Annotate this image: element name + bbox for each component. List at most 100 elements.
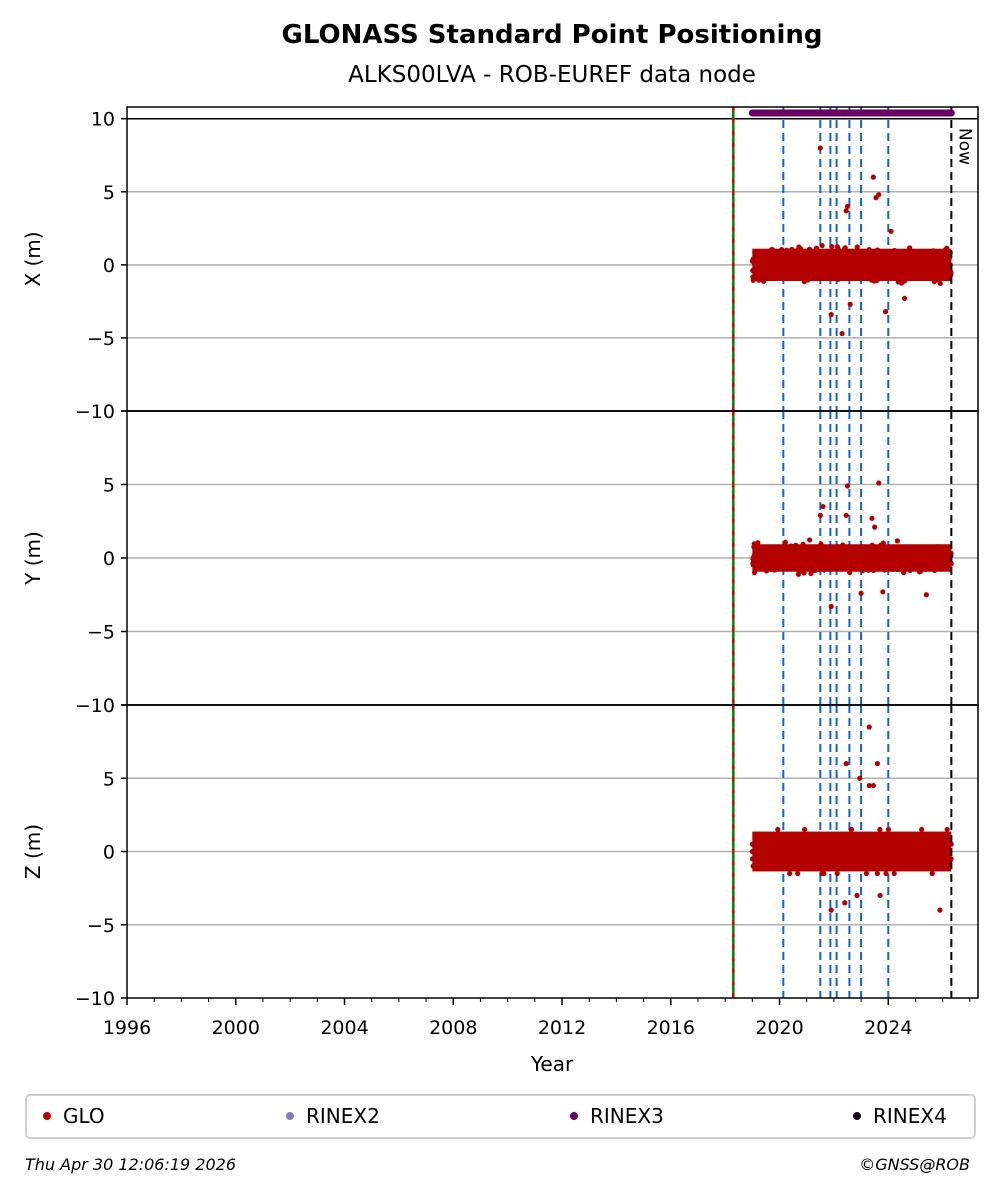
glo-point	[909, 841, 915, 847]
legend-marker-icon	[286, 1112, 294, 1120]
glo-point	[847, 559, 853, 565]
glo-point	[904, 546, 911, 552]
glo-point	[758, 268, 764, 274]
glo-point	[762, 863, 768, 869]
glo-point	[817, 841, 823, 847]
glo-outlier-point	[888, 228, 894, 234]
glo-point	[841, 556, 847, 562]
glo-point	[792, 545, 798, 551]
glo-point	[835, 561, 842, 567]
glo-point	[768, 567, 774, 573]
glo-point	[801, 863, 807, 869]
glo-point	[795, 571, 802, 577]
glo-point	[942, 863, 948, 869]
glo-point	[797, 834, 803, 840]
legend-item-glo: GLO	[43, 1104, 105, 1128]
glo-point	[819, 548, 825, 554]
plots: Now 10 5 0 −5 −10 X (m) 5 0 −5 −10 Y (m) 5 0 −5 −10 Z (m…	[21, 106, 979, 1039]
glo-point	[905, 554, 911, 560]
glo-point	[929, 870, 935, 877]
glo-point	[846, 266, 852, 272]
glo-point	[840, 544, 846, 550]
glo-point	[770, 863, 776, 869]
x-tick-label: 2020	[755, 1017, 803, 1039]
glo-point	[849, 863, 855, 869]
glo-outlier-point	[858, 590, 864, 596]
glo-point	[820, 848, 826, 855]
y-axis-label: Y (m)	[21, 531, 45, 586]
glo-point	[825, 554, 831, 561]
glo-point	[816, 863, 822, 869]
glo-point	[758, 256, 764, 263]
glo-outlier-point	[877, 892, 883, 899]
glo-point	[922, 549, 928, 555]
glo-point	[860, 548, 866, 554]
glo-outlier-point	[817, 145, 823, 151]
glo-point	[860, 834, 866, 840]
glo-point	[892, 841, 899, 847]
glo-point	[853, 863, 859, 869]
glo-point	[797, 848, 804, 855]
glo-point	[877, 826, 883, 833]
glo-point	[787, 856, 793, 862]
glo-point	[927, 848, 933, 855]
glo-point	[863, 870, 869, 877]
glo-point	[790, 263, 796, 269]
glo-point	[948, 560, 954, 566]
glo-point	[788, 551, 795, 557]
glo-point	[866, 247, 872, 253]
glo-point	[860, 558, 867, 564]
glo-point	[907, 245, 913, 251]
glo-point	[923, 863, 929, 869]
glo-point	[814, 276, 820, 282]
glo-point	[838, 566, 844, 572]
x-tick-label: 2004	[320, 1017, 368, 1039]
glo-point	[763, 841, 770, 847]
x-tick-label: 2016	[647, 1017, 695, 1039]
glo-outlier-point	[882, 309, 889, 315]
now-label: Now	[954, 128, 974, 165]
glo-point	[788, 253, 794, 259]
glo-point	[878, 272, 884, 278]
glo-point	[880, 856, 886, 862]
glo-point	[806, 863, 812, 869]
glo-point	[888, 254, 894, 261]
glo-point	[752, 251, 759, 257]
glo-point	[885, 863, 891, 869]
glo-point	[751, 570, 758, 576]
glo-point	[895, 856, 902, 862]
glo-point	[800, 569, 806, 575]
glo-point	[832, 266, 838, 273]
y-tick-label: −5	[87, 328, 115, 350]
glo-point	[792, 563, 799, 569]
glo-outlier-point	[866, 724, 872, 730]
glo-point	[902, 834, 909, 840]
glo-point	[860, 255, 866, 261]
glo-point	[877, 848, 883, 855]
glo-point	[813, 245, 820, 251]
glo-point	[801, 826, 808, 833]
glo-outlier-point	[874, 761, 881, 767]
glo-point	[800, 541, 806, 547]
glo-point	[861, 563, 868, 569]
glo-outlier-point	[843, 761, 849, 767]
glo-point	[809, 546, 815, 553]
glo-point	[809, 848, 815, 855]
glo-point	[783, 549, 789, 555]
glo-point	[917, 558, 923, 564]
glo-outlier-point	[828, 907, 834, 913]
glo-point	[841, 246, 848, 252]
glo-point	[793, 255, 799, 262]
glo-point	[884, 834, 890, 840]
glo-point	[767, 848, 773, 855]
glo-point	[803, 554, 809, 560]
glo-point	[823, 550, 829, 557]
glo-point	[904, 271, 910, 277]
glo-point	[807, 556, 814, 562]
glo-point	[871, 550, 877, 557]
glo-point	[945, 248, 952, 254]
glo-point	[877, 260, 884, 266]
glo-point	[794, 268, 800, 274]
x-tick-label: 2008	[429, 1017, 477, 1039]
glo-point	[771, 252, 777, 258]
